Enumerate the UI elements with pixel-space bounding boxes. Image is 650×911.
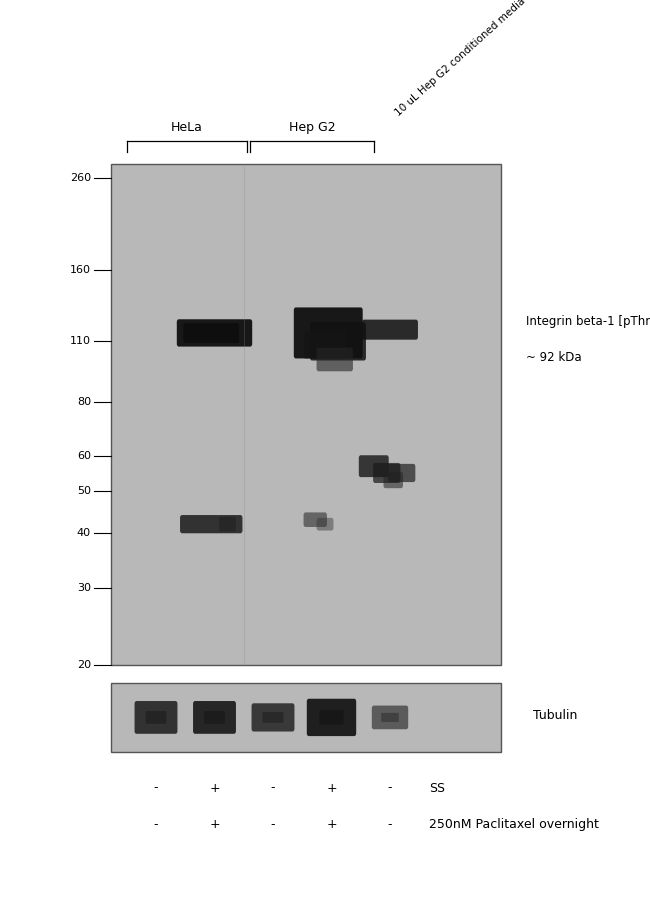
FancyBboxPatch shape [177,319,252,346]
Text: Integrin beta-1 [pThr788/pTyr789]: Integrin beta-1 [pThr788/pTyr789] [526,315,650,328]
FancyBboxPatch shape [111,683,500,752]
FancyBboxPatch shape [384,472,403,488]
Text: 60: 60 [77,452,91,462]
FancyBboxPatch shape [219,517,236,531]
FancyBboxPatch shape [373,463,400,483]
FancyBboxPatch shape [204,711,225,723]
Text: -: - [388,782,392,794]
FancyBboxPatch shape [263,712,283,723]
Text: SS: SS [429,782,445,794]
Text: Hep G2: Hep G2 [289,121,335,134]
Text: 80: 80 [77,397,91,407]
FancyBboxPatch shape [252,703,294,732]
Text: 50: 50 [77,486,91,496]
FancyBboxPatch shape [359,456,389,477]
Text: Tubulin: Tubulin [533,709,577,722]
FancyBboxPatch shape [135,701,177,734]
FancyBboxPatch shape [111,164,500,665]
FancyBboxPatch shape [388,464,415,482]
Text: +: + [209,818,220,831]
FancyBboxPatch shape [304,512,327,527]
FancyBboxPatch shape [294,307,363,358]
FancyBboxPatch shape [304,332,346,359]
Text: -: - [271,818,275,831]
Text: +: + [326,818,337,831]
FancyBboxPatch shape [320,711,343,725]
Text: 110: 110 [70,336,91,346]
Text: 250nM Paclitaxel overnight: 250nM Paclitaxel overnight [429,818,599,831]
Text: 30: 30 [77,583,91,593]
FancyBboxPatch shape [307,699,356,736]
Text: +: + [209,782,220,794]
Text: ~ 92 kDa: ~ 92 kDa [526,351,582,364]
Text: HeLa: HeLa [171,121,203,134]
Text: -: - [271,782,275,794]
FancyBboxPatch shape [310,322,366,361]
FancyBboxPatch shape [317,517,333,530]
Text: 260: 260 [70,173,91,183]
Text: -: - [154,818,158,831]
Text: -: - [154,782,158,794]
Text: -: - [388,818,392,831]
FancyBboxPatch shape [381,712,399,722]
FancyBboxPatch shape [362,320,418,340]
Text: 10 uL Hep G2 conditioned media: 10 uL Hep G2 conditioned media [393,0,527,118]
FancyBboxPatch shape [193,701,236,734]
Text: 40: 40 [77,528,91,538]
FancyBboxPatch shape [317,348,353,372]
Text: 20: 20 [77,660,91,670]
FancyBboxPatch shape [146,711,166,723]
Text: +: + [326,782,337,794]
Text: 160: 160 [70,265,91,275]
FancyBboxPatch shape [372,705,408,729]
FancyBboxPatch shape [183,322,239,343]
FancyBboxPatch shape [180,515,242,533]
